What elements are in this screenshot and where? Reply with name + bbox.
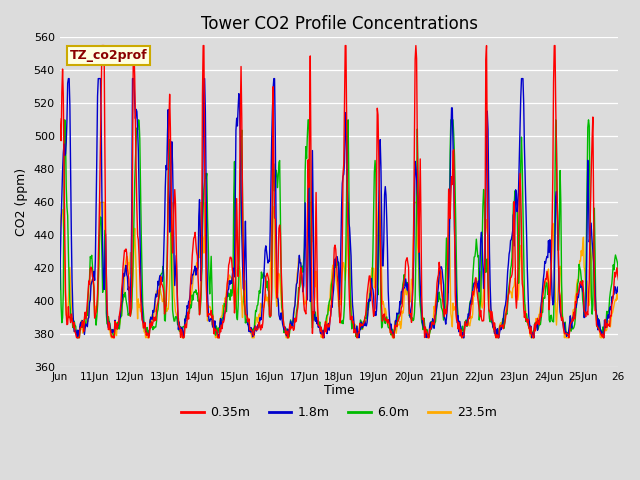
23.5m <box>614 296 622 301</box>
6.0m <box>275 174 282 180</box>
23.5m <box>56 244 63 250</box>
1.8m <box>123 272 131 277</box>
6.0m <box>74 335 82 341</box>
23.5m <box>74 335 81 341</box>
Line: 0.35m: 0.35m <box>60 46 618 338</box>
Legend: 0.35m, 1.8m, 6.0m, 23.5m: 0.35m, 1.8m, 6.0m, 23.5m <box>177 401 502 424</box>
6.0m <box>56 229 63 235</box>
23.5m <box>253 314 261 320</box>
1.8m <box>56 287 63 292</box>
0.35m <box>123 250 131 256</box>
1.8m <box>614 289 622 295</box>
6.0m <box>429 324 437 330</box>
0.35m <box>398 303 406 309</box>
6.0m <box>398 293 406 299</box>
6.0m <box>225 293 233 299</box>
0.35m <box>429 322 437 327</box>
X-axis label: Time: Time <box>324 384 355 396</box>
1.8m <box>225 278 233 284</box>
0.35m <box>74 335 81 341</box>
23.5m <box>225 272 233 278</box>
Line: 23.5m: 23.5m <box>60 203 618 338</box>
0.35m <box>98 43 106 48</box>
Text: TZ_co2prof: TZ_co2prof <box>70 49 147 62</box>
Line: 6.0m: 6.0m <box>60 120 618 338</box>
0.35m <box>56 116 63 122</box>
0.35m <box>275 259 282 265</box>
1.8m <box>398 289 406 295</box>
0.35m <box>225 260 233 265</box>
1.8m <box>275 297 282 302</box>
6.0m <box>61 117 68 123</box>
23.5m <box>123 253 131 259</box>
Title: Tower CO2 Profile Concentrations: Tower CO2 Profile Concentrations <box>200 15 477 33</box>
6.0m <box>614 271 622 276</box>
1.8m <box>429 320 437 326</box>
23.5m <box>275 270 282 276</box>
1.8m <box>253 326 261 332</box>
1.8m <box>65 76 72 82</box>
Line: 1.8m: 1.8m <box>60 79 618 338</box>
6.0m <box>123 301 131 307</box>
0.35m <box>253 327 261 333</box>
Y-axis label: CO2 (ppm): CO2 (ppm) <box>15 168 28 237</box>
23.5m <box>429 316 437 322</box>
0.35m <box>614 277 622 283</box>
1.8m <box>74 335 81 341</box>
6.0m <box>253 303 261 309</box>
23.5m <box>398 308 406 314</box>
23.5m <box>97 200 104 205</box>
